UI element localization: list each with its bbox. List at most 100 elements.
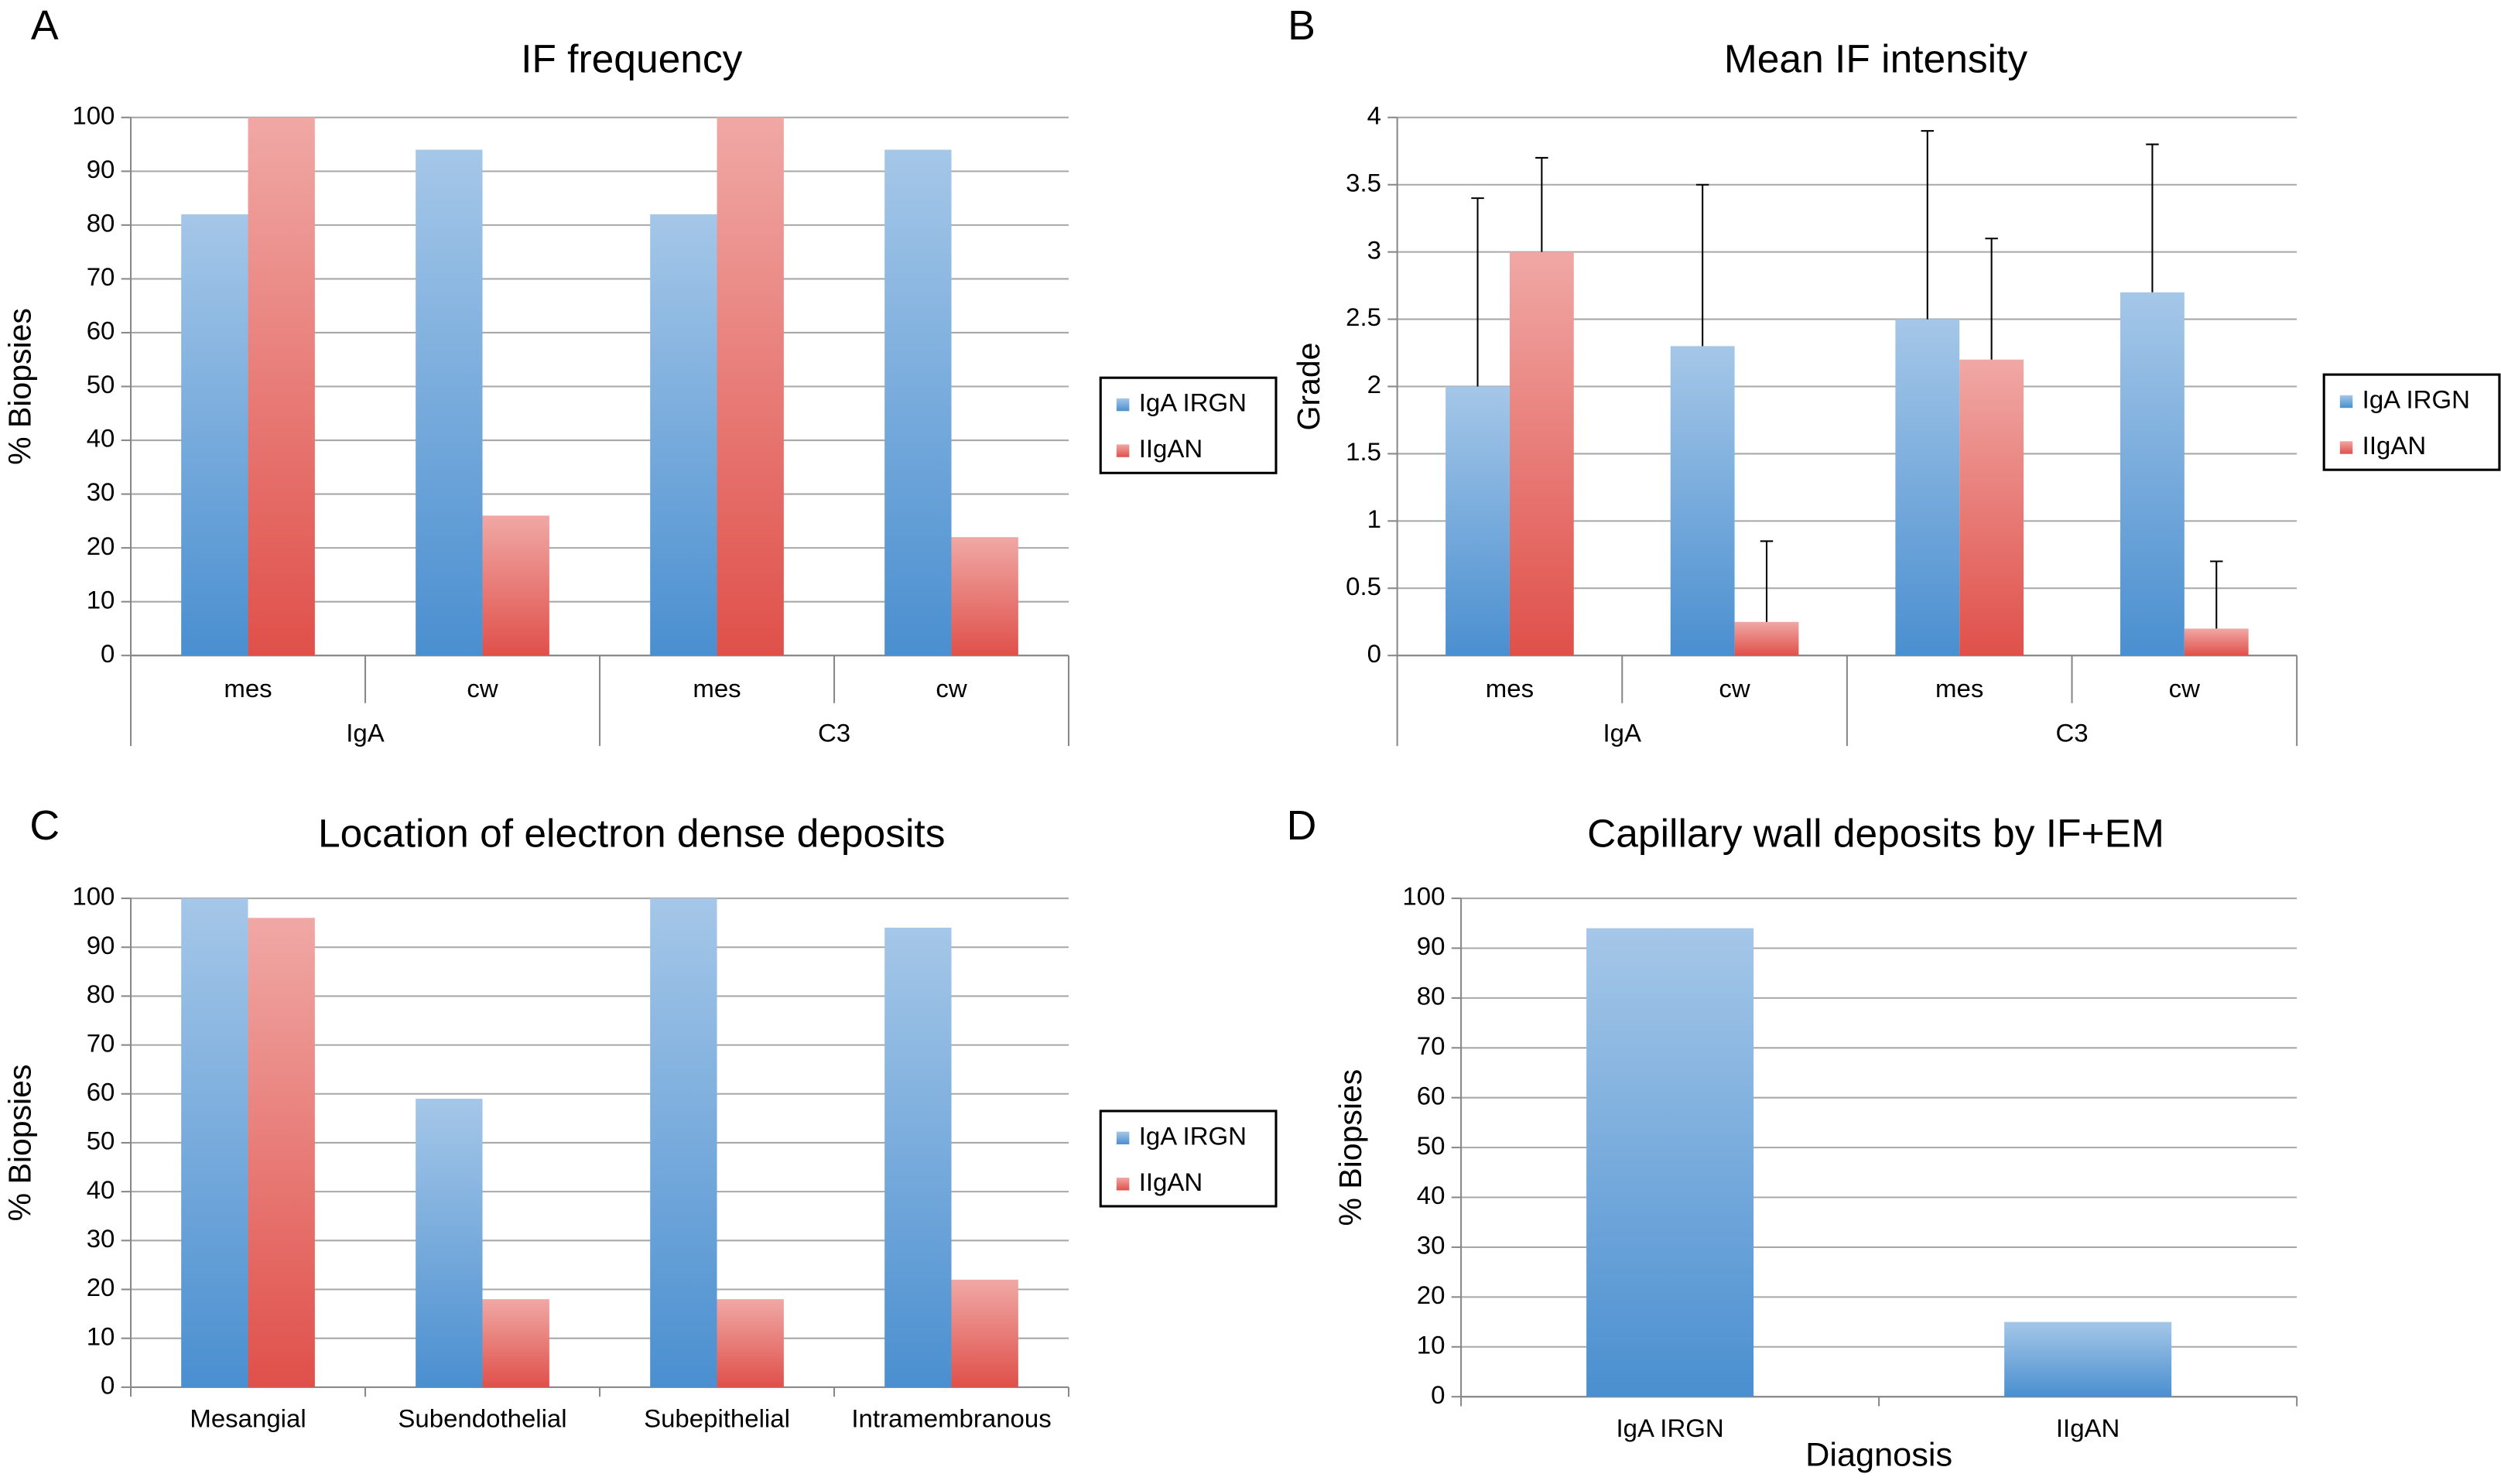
bar — [1959, 359, 2024, 656]
legend-box — [1099, 376, 1278, 474]
legend-swatch — [2339, 395, 2353, 409]
error-bar — [2146, 143, 2159, 292]
y-tick-label: 1.5 — [1346, 437, 1381, 466]
bar — [1895, 319, 1960, 656]
y-axis-label: Grade — [1291, 343, 1326, 431]
y-tick-label: 80 — [87, 209, 115, 238]
y-tick-label: 100 — [72, 101, 115, 130]
panel-label: B — [1288, 3, 1316, 49]
y-tick-label: 80 — [1417, 982, 1446, 1010]
y-tick-label: 100 — [1402, 882, 1445, 911]
bar — [1670, 346, 1735, 656]
y-tick-label: 4 — [1367, 101, 1381, 130]
x-tick-label: mes — [1935, 674, 1983, 703]
y-tick-label: 1 — [1367, 504, 1381, 533]
legend-label: IIgAN — [2362, 431, 2426, 460]
y-tick-label: 70 — [87, 262, 115, 291]
y-tick-label: 50 — [87, 1127, 115, 1155]
y-tick-label: 90 — [87, 931, 115, 959]
error-bar — [1695, 183, 1709, 347]
bar — [482, 515, 549, 656]
error-bar — [1921, 130, 1935, 320]
chart-title: Location of electron dense deposits — [318, 811, 945, 856]
y-tick-label: 30 — [1417, 1231, 1446, 1260]
bar — [2184, 628, 2249, 656]
x-tick-label: Mesangial — [190, 1404, 306, 1433]
x-group-label: IgA — [346, 719, 385, 747]
y-tick-label: 0.5 — [1346, 572, 1381, 600]
x-group-label: C3 — [818, 719, 850, 747]
legend-box — [2322, 373, 2501, 471]
y-tick-label: 60 — [87, 1078, 115, 1106]
y-tick-label: 90 — [1417, 932, 1446, 960]
bar — [1586, 928, 1754, 1397]
y-tick-label: 10 — [87, 585, 115, 614]
y-tick-label: 50 — [1417, 1131, 1446, 1160]
bar — [650, 898, 717, 1387]
y-tick-label: 80 — [87, 980, 115, 1008]
bar — [2004, 1322, 2172, 1397]
y-tick-label: 50 — [87, 370, 115, 398]
x-tick-label: IIgAN — [2056, 1414, 2120, 1442]
legend-label: IIgAN — [1139, 434, 1203, 463]
x-group-label: C3 — [2055, 719, 2088, 747]
y-tick-label: 0 — [101, 1371, 115, 1400]
bar — [1509, 251, 1574, 656]
y-tick-label: 10 — [87, 1322, 115, 1350]
y-tick-label: 60 — [1417, 1081, 1446, 1110]
error-bar — [1760, 540, 1774, 622]
bar — [181, 898, 248, 1387]
x-tick-label: IgA IRGN — [1616, 1414, 1723, 1442]
bar — [416, 1099, 483, 1387]
x-group-label: IgA — [1603, 719, 1642, 747]
bar — [248, 918, 315, 1387]
bar — [884, 149, 952, 656]
legend-label: IgA IRGN — [1139, 388, 1247, 417]
x-tick-label: mes — [693, 674, 741, 703]
panel-label: C — [29, 803, 60, 849]
bar — [482, 1299, 549, 1387]
y-tick-label: 40 — [87, 1175, 115, 1204]
y-tick-label: 70 — [87, 1028, 115, 1057]
error-bar — [2210, 560, 2223, 629]
y-tick-label: 20 — [1417, 1281, 1446, 1309]
x-tick-label: mes — [224, 674, 272, 703]
y-tick-label: 3.5 — [1346, 168, 1381, 197]
panel-label: A — [31, 3, 59, 49]
x-tick-label: cw — [2169, 674, 2201, 703]
y-tick-label: 100 — [72, 882, 115, 911]
error-bar — [1471, 197, 1484, 387]
legend-swatch — [1116, 444, 1130, 457]
bar — [1446, 386, 1510, 656]
y-tick-label: 70 — [1417, 1031, 1446, 1060]
bar — [2120, 292, 2185, 656]
legend-label: IIgAN — [1139, 1168, 1203, 1196]
chart-title: Capillary wall deposits by IF+EM — [1587, 811, 2164, 856]
legend-swatch — [1116, 398, 1130, 412]
chart-title: Mean IF intensity — [1724, 36, 2028, 81]
x-tick-label: cw — [936, 674, 967, 703]
y-tick-label: 90 — [87, 155, 115, 183]
y-tick-label: 2 — [1367, 370, 1381, 398]
bar — [717, 117, 784, 656]
y-tick-label: 0 — [101, 639, 115, 668]
y-tick-label: 0 — [1367, 639, 1381, 668]
error-bar — [1985, 238, 1998, 360]
y-axis-label: % Biopsies — [2, 308, 38, 465]
y-tick-label: 30 — [87, 1224, 115, 1253]
y-axis-label: % Biopsies — [2, 1065, 38, 1222]
legend-swatch — [1116, 1178, 1130, 1191]
legend-swatch — [1116, 1131, 1130, 1145]
y-tick-label: 60 — [87, 316, 115, 345]
bar — [1734, 621, 1799, 656]
y-tick-label: 3 — [1367, 235, 1381, 264]
x-tick-label: Subendothelial — [398, 1404, 566, 1433]
bar — [416, 149, 483, 656]
chart-title: IF frequency — [521, 36, 743, 81]
y-tick-label: 20 — [87, 1273, 115, 1301]
y-tick-label: 2.5 — [1346, 303, 1381, 331]
bar — [650, 214, 717, 656]
x-tick-label: cw — [1719, 674, 1750, 703]
bar — [248, 117, 315, 656]
